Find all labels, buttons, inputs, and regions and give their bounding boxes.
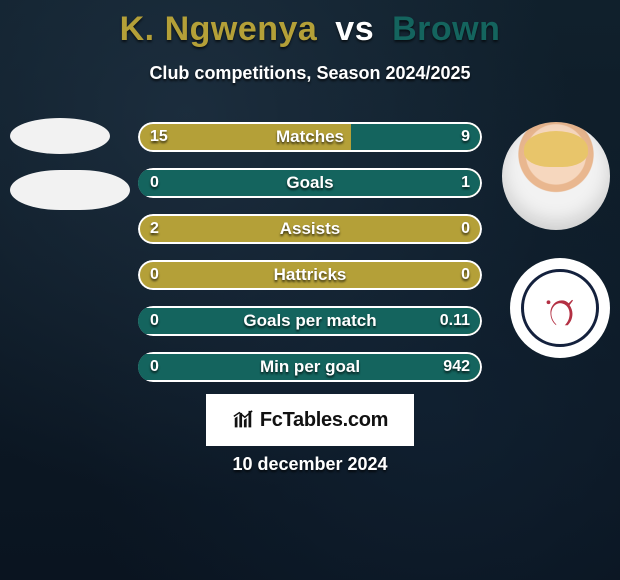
stats-chart: 159Matches 01Goals 20Assists 00Hattricks 00.… bbox=[138, 122, 482, 398]
stat-row: 0942Min per goal bbox=[138, 352, 482, 382]
stat-row: 20Assists bbox=[138, 214, 482, 244]
stat-label: Min per goal bbox=[138, 352, 482, 382]
player2-avatar bbox=[502, 122, 610, 230]
stat-label: Goals bbox=[138, 168, 482, 198]
stat-row: 159Matches bbox=[138, 122, 482, 152]
stat-row: 00Hattricks bbox=[138, 260, 482, 290]
stat-label: Hattricks bbox=[138, 260, 482, 290]
player1-avatar bbox=[10, 118, 110, 154]
page-title: K. Ngwenya vs Brown bbox=[0, 0, 620, 49]
date: 10 december 2024 bbox=[0, 454, 620, 475]
watermark-text: FcTables.com bbox=[260, 409, 388, 432]
player2-name: Brown bbox=[392, 10, 500, 48]
subtitle: Club competitions, Season 2024/2025 bbox=[0, 63, 620, 84]
chart-icon bbox=[232, 409, 254, 431]
player1-name: K. Ngwenya bbox=[120, 10, 318, 48]
vs-text: vs bbox=[327, 10, 382, 48]
stat-row: 00.11Goals per match bbox=[138, 306, 482, 336]
stat-label: Goals per match bbox=[138, 306, 482, 336]
lion-crest-icon bbox=[537, 285, 583, 331]
stat-label: Matches bbox=[138, 122, 482, 152]
player1-club-logo bbox=[10, 170, 130, 210]
watermark: FcTables.com bbox=[206, 394, 414, 446]
stat-label: Assists bbox=[138, 214, 482, 244]
infographic: K. Ngwenya vs Brown Club competitions, S… bbox=[0, 0, 620, 580]
stat-row: 01Goals bbox=[138, 168, 482, 198]
club-crest bbox=[521, 269, 599, 347]
player2-club-logo bbox=[510, 258, 610, 358]
